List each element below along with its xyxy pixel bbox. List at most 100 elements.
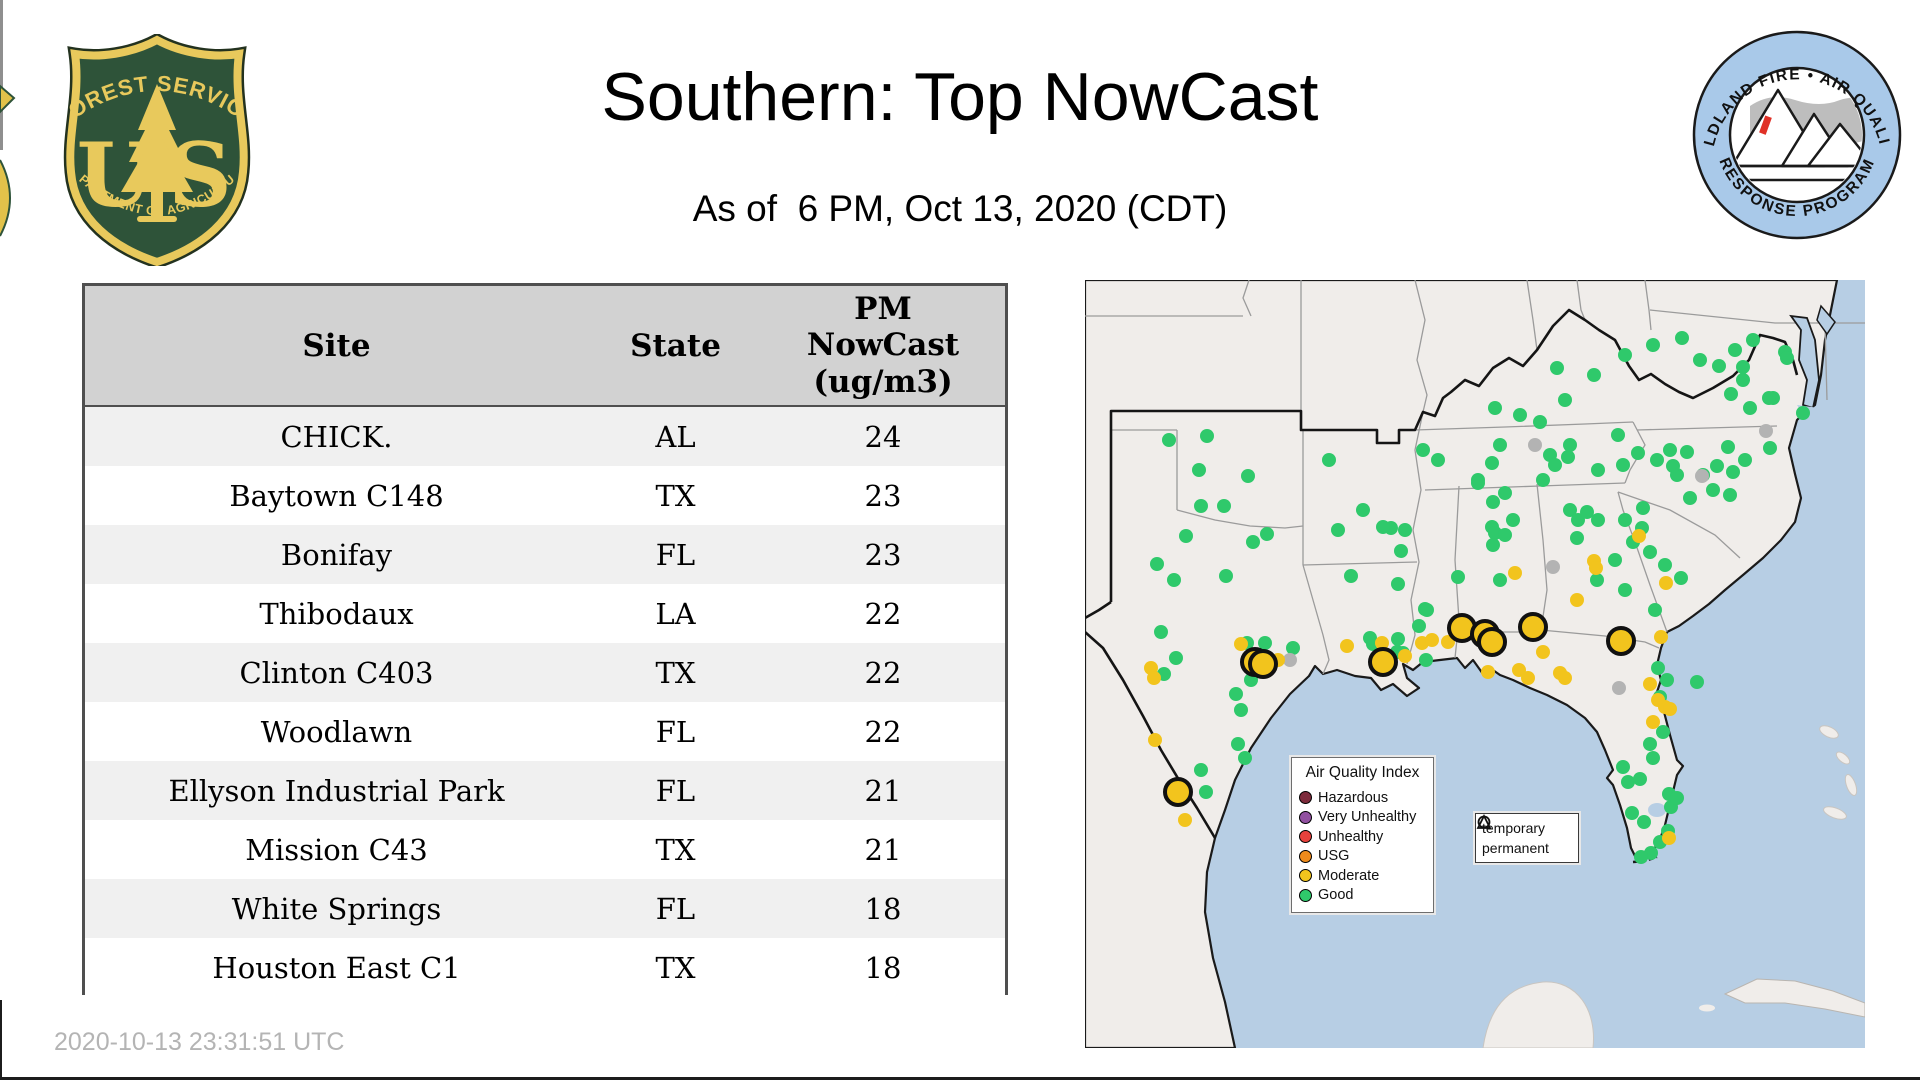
- aqi-legend-item: Very Unhealthy: [1299, 808, 1426, 828]
- aqi-color-swatch: [1299, 810, 1312, 824]
- aqi-color-swatch: [1299, 830, 1312, 844]
- table-cell: FL: [655, 891, 696, 926]
- monitor-good: [1356, 503, 1370, 517]
- monitor-good: [1194, 499, 1208, 513]
- permanent-label: permanent: [1482, 840, 1549, 856]
- table-cell: 24: [864, 419, 902, 454]
- monitor-good: [1485, 456, 1499, 470]
- monitor-good: [1706, 483, 1720, 497]
- monitor-moderate: [1643, 677, 1657, 691]
- aqi-legend-item: USG: [1299, 847, 1426, 867]
- lake-okeechobee: [1648, 803, 1666, 817]
- monitor-good: [1690, 675, 1704, 689]
- table-cell: LA: [655, 596, 696, 631]
- monitor-good: [1643, 737, 1657, 751]
- monitor-good: [1721, 440, 1735, 454]
- monitor-good: [1486, 538, 1500, 552]
- monitor-good: [1591, 513, 1605, 527]
- monitor-good: [1217, 499, 1231, 513]
- monitor-good: [1743, 401, 1757, 415]
- monitor-good: [1723, 488, 1737, 502]
- pine-tree-icon: [121, 84, 193, 222]
- monitor-moderate: [1536, 645, 1550, 659]
- monitor-good: [1648, 603, 1662, 617]
- column-header-site: Site: [302, 327, 371, 364]
- state-borders: [1085, 280, 1865, 675]
- monitor-good: [1286, 641, 1300, 655]
- table-cell: Houston East C1: [212, 950, 461, 985]
- monitor-moderate: [1521, 671, 1535, 685]
- table-cell: 18: [864, 891, 902, 926]
- monitor-good: [1558, 393, 1572, 407]
- monitor-good: [1391, 577, 1405, 591]
- monitor-good: [1391, 632, 1405, 646]
- monitor-good: [1621, 775, 1635, 789]
- monitor-good: [1643, 545, 1657, 559]
- monitor-moderate: [1425, 633, 1439, 647]
- monitor-good: [1563, 503, 1577, 517]
- monitor-moderate: [1589, 561, 1603, 575]
- table-cell: 21: [864, 832, 902, 867]
- table-cell: CHICK.: [280, 419, 393, 454]
- table-cell: 21: [864, 773, 902, 808]
- aqi-legend-label: USG: [1318, 848, 1350, 865]
- temporary-monitor-moderate: [1606, 626, 1636, 656]
- monitor-good: [1200, 429, 1214, 443]
- clipped-shield-fragment: [0, 84, 16, 237]
- monitor-good: [1591, 463, 1605, 477]
- monitor-good: [1570, 531, 1584, 545]
- isle-of-youth: [1699, 1004, 1715, 1012]
- monitor-good: [1420, 603, 1434, 617]
- table-cell: Woodlawn: [260, 714, 413, 749]
- page-title: Southern: Top NowCast: [601, 59, 1319, 135]
- monitor-good: [1486, 495, 1500, 509]
- monitor-good: [1666, 459, 1680, 473]
- monitor-good: [1493, 573, 1507, 587]
- map-canvas: [1085, 280, 1865, 1048]
- wfaqrp-logo: WILDLAND FIRE • AIR QUALITY RESPONSE PRO…: [1690, 28, 1902, 240]
- monitor-good: [1618, 583, 1632, 597]
- aqi-legend: Air Quality Index Hazardous Very Unhealth…: [1289, 755, 1436, 915]
- aqi-legend-label: Unhealthy: [1318, 828, 1384, 845]
- monitor-good: [1658, 558, 1672, 572]
- monitor-good: [1646, 751, 1660, 765]
- table-cell: Baytown C148: [229, 478, 444, 513]
- monitor-good: [1419, 653, 1433, 667]
- monitor-good: [1231, 737, 1245, 751]
- monitor-no-data: [1695, 469, 1709, 483]
- monitor-good: [1416, 443, 1430, 457]
- monitor-good: [1710, 459, 1724, 473]
- delaware-bay: [1816, 304, 1836, 336]
- monitor-good: [1580, 505, 1594, 519]
- monitor-good: [1394, 544, 1408, 558]
- table-row: Houston East C1 TX 18: [85, 938, 1005, 997]
- monitor-good: [1398, 523, 1412, 537]
- monitor-good: [1363, 631, 1377, 645]
- region-boundary: [1085, 308, 1799, 839]
- table-row: Thibodaux LA 22: [85, 584, 1005, 643]
- aqi-color-swatch: [1299, 888, 1312, 902]
- table-header: Site State PM NowCast (ug/m3): [85, 286, 1005, 407]
- generation-timestamp: 2020-10-13 23:31:51 UTC: [54, 1028, 345, 1056]
- aqi-map: Air Quality Index Hazardous Very Unhealth…: [1085, 280, 1865, 1048]
- monitor-good: [1167, 573, 1181, 587]
- temporary-monitor-moderate: [1163, 777, 1193, 807]
- table-row: Woodlawn FL 22: [85, 702, 1005, 761]
- monitor-good: [1663, 443, 1677, 457]
- monitor-good: [1636, 501, 1650, 515]
- table-cell: TX: [655, 478, 696, 513]
- monitor-good: [1550, 361, 1564, 375]
- temporary-monitor-moderate: [1477, 627, 1507, 657]
- monitor-good: [1637, 815, 1651, 829]
- temporary-monitor-moderate: [1248, 649, 1278, 679]
- monitor-good: [1194, 763, 1208, 777]
- monitor-moderate: [1508, 566, 1522, 580]
- aqi-legend-item: Moderate: [1299, 866, 1426, 886]
- bottom-edge-border: [0, 1077, 1920, 1080]
- monitor-moderate: [1148, 733, 1162, 747]
- monitor-moderate: [1659, 576, 1673, 590]
- table-cell: TX: [655, 655, 696, 690]
- monitor-good: [1150, 557, 1164, 571]
- monitor-good: [1650, 453, 1664, 467]
- monitor-good: [1728, 343, 1742, 357]
